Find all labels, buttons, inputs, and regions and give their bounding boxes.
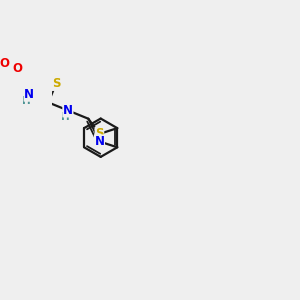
Text: O: O [0, 57, 9, 70]
Text: H: H [22, 96, 31, 106]
Text: H: H [61, 112, 70, 122]
Text: S: S [95, 128, 104, 140]
Text: S: S [52, 77, 60, 90]
Text: N: N [24, 88, 34, 101]
Text: O: O [13, 61, 22, 75]
Text: N: N [63, 104, 73, 117]
Text: N: N [94, 135, 104, 148]
